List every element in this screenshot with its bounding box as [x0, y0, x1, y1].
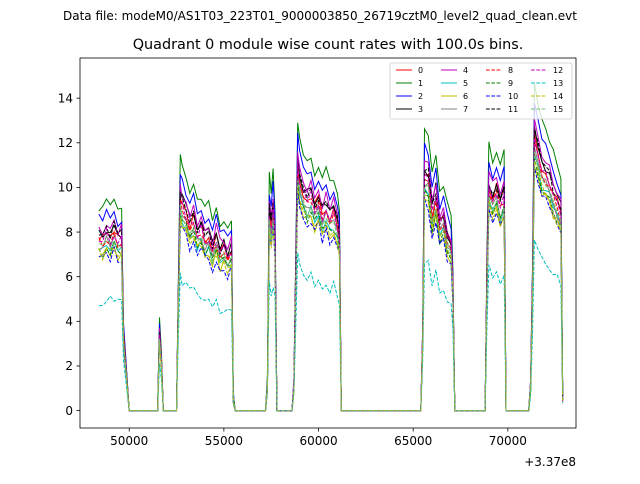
legend-label-5: 5 [463, 79, 468, 88]
y-tick-label: 2 [65, 359, 73, 373]
y-tick-label: 0 [65, 404, 73, 418]
legend-label-6: 6 [463, 92, 468, 101]
legend-label-3: 3 [418, 105, 423, 114]
x-offset-label: +3.37e8 [524, 455, 576, 469]
legend-label-4: 4 [463, 66, 468, 75]
y-tick-label: 12 [58, 136, 73, 150]
series-line-12 [98, 138, 564, 412]
legend-label-7: 7 [463, 105, 468, 114]
legend-frame [389, 62, 573, 120]
legend-label-2: 2 [418, 92, 423, 101]
legend-label-0: 0 [418, 66, 423, 75]
legend-label-10: 10 [508, 92, 518, 101]
legend-label-8: 8 [508, 66, 513, 75]
y-tick-label: 4 [65, 315, 73, 329]
legend-label-15: 15 [553, 105, 563, 114]
chart-title: Quadrant 0 module wise count rates with … [133, 37, 524, 53]
legend-label-11: 11 [508, 105, 518, 114]
legend-label-1: 1 [418, 79, 423, 88]
series-line-15 [98, 151, 564, 412]
y-tick-label: 8 [65, 225, 73, 239]
legend-label-9: 9 [508, 79, 513, 88]
y-tick-label: 14 [58, 91, 73, 105]
y-tick-label: 10 [58, 181, 73, 195]
x-tick-label: 50000 [110, 434, 148, 448]
x-tick-label: 60000 [299, 434, 337, 448]
figure-suptitle: Data file: modeM0/AS1T03_223T01_90000038… [63, 9, 577, 23]
legend-label-12: 12 [553, 66, 563, 75]
x-tick-label: 65000 [394, 434, 432, 448]
x-tick-label: 70000 [489, 434, 527, 448]
x-tick-label: 55000 [205, 434, 243, 448]
legend-label-13: 13 [553, 79, 563, 88]
legend-label-14: 14 [553, 92, 563, 101]
axes-frame [79, 57, 577, 429]
series-line-13 [98, 239, 564, 412]
y-tick-label: 6 [65, 270, 73, 284]
series-line-14 [98, 161, 564, 412]
plot-layer [98, 82, 564, 412]
